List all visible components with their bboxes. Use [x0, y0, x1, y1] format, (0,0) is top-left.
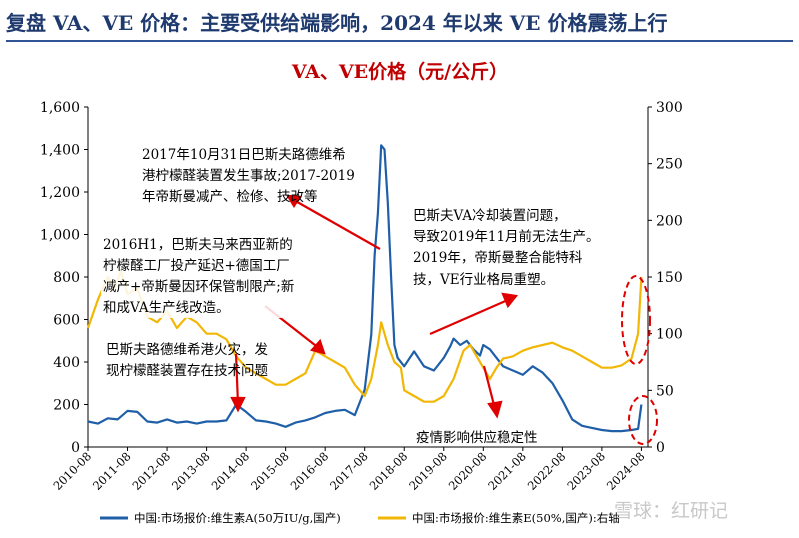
annotation-covid: 疫情影响供应稳定性: [416, 429, 538, 446]
arrow-head: [230, 396, 246, 413]
annotation-2019-cooling: 巴斯夫VA冷却装置问题， 导致2019年11月前无法生产。 2019年，帝斯曼整…: [413, 208, 604, 288]
series-layer: [86, 144, 643, 433]
annotation-arrows: [230, 194, 519, 419]
watermark: 雪球：红研记: [614, 500, 729, 522]
x-tick-label: 2022-08: [525, 449, 569, 493]
x-tick-label: 2011-08: [90, 449, 134, 493]
arrow-2014-fire: [234, 353, 240, 405]
legend-ve-label: 中国:市场报价:维生素E(50%,国产):右轴: [412, 511, 620, 525]
page-title: 复盘 VA、VE 价格：主要受供给端影响，2024 年以来 VE 价格震荡上行: [6, 11, 668, 35]
x-tick-label: 2014-08: [209, 449, 253, 493]
x-tick-label: 2017-08: [327, 449, 371, 493]
right-y-tick-label: 0: [656, 440, 665, 456]
x-tick-label: 2016-08: [288, 449, 332, 493]
left-y-tick-label: 400: [53, 355, 80, 371]
left-y-tick-label: 1,600: [40, 100, 80, 116]
arrow-2017-accident: [291, 198, 381, 250]
chart-title: VA、VE价格（元/公斤）: [291, 60, 508, 83]
right-y-tick-label: 50: [656, 383, 674, 399]
title-divider: [6, 40, 793, 42]
annotation-2017-accident: 2017年10月31日巴斯夫路德维希 港柠檬醛装置发生事故;2017-2019 …: [142, 147, 359, 205]
x-tick-label: 2015-08: [248, 449, 292, 493]
x-tick-label: 2019-08: [406, 449, 450, 493]
annotation-2016h1: 2016H1，巴斯夫马来西亚新的 柠檬醛工厂投产延迟+德国工厂 减产+帝斯曼因环…: [103, 237, 299, 316]
va-ve-price-chart: VA、VE价格（元/公斤） 0 200 400 600 800 1,000 1,200 1,4…: [40, 60, 683, 525]
left-y-tick-label: 1,400: [40, 143, 80, 159]
ve-2024-highlight-ellipse: [621, 275, 651, 365]
left-y-tick-label: 600: [53, 313, 80, 329]
arrow-head: [487, 400, 503, 419]
legend-va-label: 中国:市场报价:维生素A(50万IU/g,国产): [134, 511, 341, 525]
left-y-tick-label: 0: [71, 440, 80, 456]
left-y-tick-label: 200: [53, 398, 80, 414]
right-y-tick-label: 300: [656, 100, 683, 116]
x-tick-label: 2023-08: [564, 449, 608, 493]
arrow-head: [501, 292, 519, 309]
arrow-covid: [482, 365, 497, 410]
x-tick-label: 2021-08: [485, 449, 529, 493]
x-tick-label: 2020-08: [446, 449, 490, 493]
va-2024-highlight-ellipse: [628, 395, 658, 445]
left-y-tick-label: 800: [53, 270, 80, 286]
right-y-tick-label: 100: [656, 327, 683, 343]
x-tick-label: 2013-08: [169, 449, 213, 493]
left-y-tick-label: 1,000: [40, 228, 80, 244]
right-y-tick-label: 200: [656, 213, 683, 229]
ve-price-line: [86, 270, 643, 403]
left-y-tick-label: 1,200: [40, 185, 80, 201]
x-tick-label: 2012-08: [129, 449, 173, 493]
legend: 中国:市场报价:维生素A(50万IU/g,国产) 中国:市场报价:维生素E(50%…: [100, 511, 620, 525]
arrow-2019-cooling: [429, 297, 511, 336]
annotation-bg: [101, 230, 319, 318]
arrow-head: [285, 194, 302, 209]
annotation-2014-fire: 巴斯夫路德维希港火灾，发 现柠檬醛装置存在技术问题: [106, 341, 272, 379]
highlight-ellipses: [621, 275, 658, 445]
arrow-head: [309, 338, 326, 355]
right-y-tick-label: 150: [656, 270, 683, 286]
x-tick-label: 2024-08: [604, 449, 648, 493]
x-tick-label: 2018-08: [367, 449, 411, 493]
va-price-line: [87, 144, 643, 433]
right-y-tick-label: 250: [656, 157, 683, 173]
